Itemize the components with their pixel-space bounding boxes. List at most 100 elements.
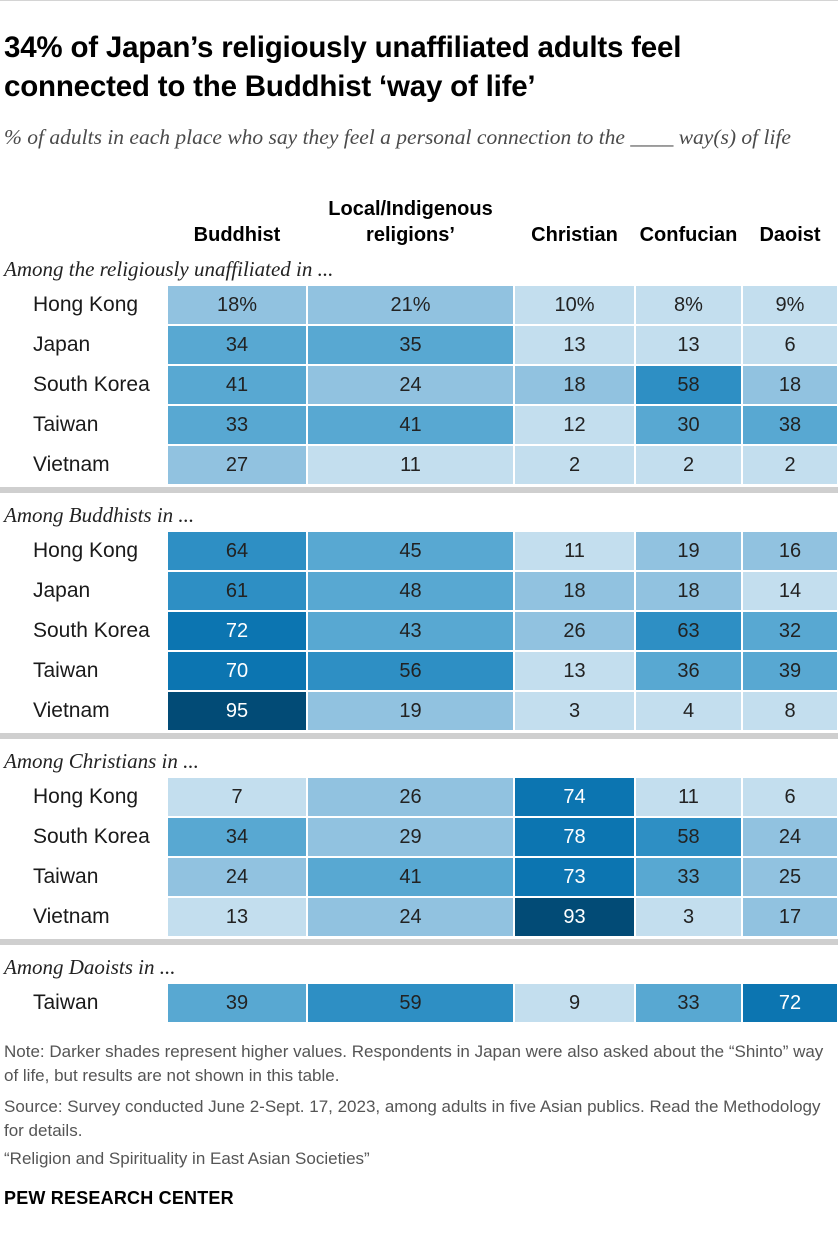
row-label: Taiwan [33, 413, 99, 436]
row-label: Hong Kong [33, 539, 139, 562]
table-cell-buddhist: 70 [168, 652, 306, 690]
table-cell-local-indigenous: 56 [308, 652, 513, 690]
table-cell-confucian: 30 [636, 406, 741, 444]
table-cell-daoist: 17 [743, 898, 837, 936]
section-label: Among the religiously unaffiliated in ..… [4, 257, 334, 281]
table-cell-local-indigenous: 24 [308, 898, 513, 936]
table-cell-confucian: 13 [636, 326, 741, 364]
table-cell-buddhist: 34 [168, 818, 306, 856]
table-cell-buddhist: 33 [168, 406, 306, 444]
table-cell-buddhist: 41 [168, 366, 306, 404]
table-cell-local-indigenous: 29 [308, 818, 513, 856]
table-cell-daoist: 6 [743, 326, 837, 364]
column-header-buddhist: Buddhist [193, 224, 281, 246]
table-cell-confucian: 58 [636, 366, 741, 404]
row-label: Vietnam [33, 453, 110, 476]
table-cell-confucian: 2 [636, 446, 741, 484]
column-header-confucian: Confucian [639, 224, 738, 246]
table-cell-christian: 73 [515, 858, 634, 896]
table-cell-christian: 26 [515, 612, 634, 650]
table-cell-confucian: 4 [636, 692, 741, 730]
table-cell-local-indigenous: 41 [308, 858, 513, 896]
chart-subtitle: % of adults in each place who say they f… [4, 125, 791, 149]
section-divider [0, 939, 838, 945]
table-cell-christian: 3 [515, 692, 634, 730]
table-cell-daoist: 18 [743, 366, 837, 404]
table-cell-buddhist: 34 [168, 326, 306, 364]
row-label: Taiwan [33, 991, 99, 1014]
section-label: Among Daoists in ... [4, 955, 176, 979]
row-label: Taiwan [33, 865, 99, 888]
table-cell-confucian: 36 [636, 652, 741, 690]
table-cell-local-indigenous: 11 [308, 446, 513, 484]
table-cell-daoist: 72 [743, 984, 837, 1022]
table-cell-daoist: 16 [743, 532, 837, 570]
org-logo-text: PEW RESEARCH CENTER [4, 1188, 234, 1208]
table-cell-confucian: 33 [636, 984, 741, 1022]
section-label: Among Christians in ... [4, 749, 199, 773]
row-label: South Korea [33, 619, 150, 642]
table-cell-local-indigenous: 45 [308, 532, 513, 570]
table-cell-confucian: 18 [636, 572, 741, 610]
table-cell-christian: 18 [515, 572, 634, 610]
table-cell-buddhist: 18% [168, 286, 306, 324]
table-cell-daoist: 32 [743, 612, 837, 650]
top-rule [0, 0, 838, 1]
chart-title: 34% of Japan’s religiously unaffiliated … [4, 31, 682, 103]
table-cell-daoist: 25 [743, 858, 837, 896]
table-cell-christian: 13 [515, 652, 634, 690]
row-label: South Korea [33, 373, 150, 396]
table-cell-christian: 93 [515, 898, 634, 936]
table-cell-daoist: 6 [743, 778, 837, 816]
table-cell-christian: 78 [515, 818, 634, 856]
note-text: Note: Darker shades represent higher val… [4, 1042, 824, 1085]
table-cell-local-indigenous: 43 [308, 612, 513, 650]
table-cell-christian: 9 [515, 984, 634, 1022]
table-cell-buddhist: 7 [168, 778, 306, 816]
row-label: Vietnam [33, 905, 110, 928]
table-cell-daoist: 14 [743, 572, 837, 610]
table-cell-christian: 12 [515, 406, 634, 444]
table-cell-christian: 2 [515, 446, 634, 484]
source-text: Source: Survey conducted June 2-Sept. 17… [4, 1097, 821, 1140]
table-cell-daoist: 39 [743, 652, 837, 690]
row-label: Japan [33, 333, 91, 356]
table-cell-buddhist: 39 [168, 984, 306, 1022]
table-cell-buddhist: 27 [168, 446, 306, 484]
table-cell-buddhist: 61 [168, 572, 306, 610]
table-cell-buddhist: 72 [168, 612, 306, 650]
table-cell-christian: 74 [515, 778, 634, 816]
table-cell-local-indigenous: 19 [308, 692, 513, 730]
table-cell-local-indigenous: 59 [308, 984, 513, 1022]
row-label: South Korea [33, 825, 150, 848]
row-label: Taiwan [33, 659, 99, 682]
table-cell-daoist: 24 [743, 818, 837, 856]
table-cell-christian: 18 [515, 366, 634, 404]
section-label: Among Buddhists in ... [4, 503, 195, 527]
table-cell-daoist: 9% [743, 286, 837, 324]
table-cell-local-indigenous: 41 [308, 406, 513, 444]
section-divider [0, 487, 838, 493]
column-header-christian: Christian [531, 224, 618, 246]
table-cell-confucian: 8% [636, 286, 741, 324]
table-cell-local-indigenous: 48 [308, 572, 513, 610]
table-cell-christian: 11 [515, 532, 634, 570]
table-cell-confucian: 58 [636, 818, 741, 856]
row-label: Japan [33, 579, 91, 602]
report-title: “Religion and Spirituality in East Asian… [4, 1149, 370, 1168]
table-cell-buddhist: 95 [168, 692, 306, 730]
row-label: Vietnam [33, 699, 110, 722]
row-label: Hong Kong [33, 293, 139, 316]
table-cell-buddhist: 64 [168, 532, 306, 570]
table-cell-confucian: 33 [636, 858, 741, 896]
table-cell-buddhist: 24 [168, 858, 306, 896]
row-label: Hong Kong [33, 785, 139, 808]
table-cell-local-indigenous: 24 [308, 366, 513, 404]
table-cell-local-indigenous: 35 [308, 326, 513, 364]
table-cell-daoist: 2 [743, 446, 837, 484]
table-cell-confucian: 11 [636, 778, 741, 816]
column-header-local-indigenous: Local/Indigenous religions’ [328, 198, 493, 246]
table-cell-daoist: 8 [743, 692, 837, 730]
table-cell-confucian: 3 [636, 898, 741, 936]
table-cell-local-indigenous: 26 [308, 778, 513, 816]
